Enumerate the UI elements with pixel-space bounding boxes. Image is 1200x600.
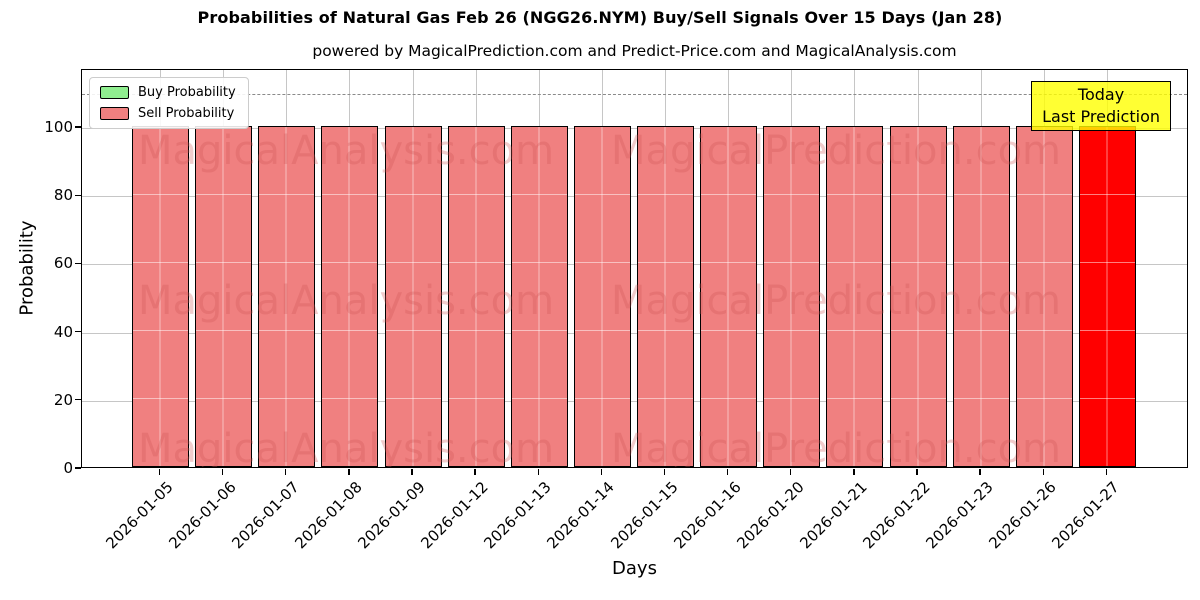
bar-2026-01-26 xyxy=(1015,126,1073,467)
y-gridline xyxy=(82,332,1187,334)
x-tick-mark xyxy=(158,469,161,475)
x-tick-mark xyxy=(221,469,224,475)
bar-2026-01-07 xyxy=(258,126,316,467)
x-tick-mark xyxy=(916,469,918,475)
legend-swatch-icon xyxy=(100,107,129,120)
y-tick-mark xyxy=(74,330,81,333)
bar-2026-01-20 xyxy=(763,126,821,467)
y-tick-label: 100 xyxy=(44,117,73,136)
chart-title: Probabilities of Natural Gas Feb 26 (NGG… xyxy=(197,8,1003,27)
bar-2026-01-09 xyxy=(384,126,442,467)
x-tick-mark xyxy=(726,469,729,475)
bar-2026-01-06 xyxy=(195,126,253,467)
x-tick-mark xyxy=(663,469,666,475)
legend: Buy Probability Sell Probability xyxy=(89,77,249,129)
x-tick-mark xyxy=(411,469,413,475)
y-tick-label: 60 xyxy=(53,254,73,273)
y-tick-label: 0 xyxy=(63,459,73,477)
bar-2026-01-22 xyxy=(889,126,947,467)
legend-swatch-icon xyxy=(100,86,129,99)
y-tick-mark xyxy=(74,467,81,469)
bar-2026-01-15 xyxy=(637,126,694,467)
legend-item: Sell Probability xyxy=(100,106,236,121)
y-gridline xyxy=(82,264,1187,266)
x-tick-mark xyxy=(537,469,539,475)
y-axis-label: Probability xyxy=(16,220,38,316)
annotation-line-2: Last Prediction xyxy=(1042,107,1160,126)
dashed-threshold-line xyxy=(82,93,1187,95)
x-tick-mark xyxy=(979,469,981,475)
y-tick-label: 40 xyxy=(53,322,73,341)
y-gridline xyxy=(82,400,1187,402)
x-tick-mark xyxy=(1042,469,1044,475)
x-tick-mark xyxy=(790,469,792,475)
bar-2026-01-16 xyxy=(700,126,758,467)
bar-2026-01-05 xyxy=(132,126,189,467)
x-axis-label: Days xyxy=(612,558,657,579)
chart-subtitle: powered by MagicalPrediction.com and Pre… xyxy=(312,42,957,60)
x-tick-mark xyxy=(1105,469,1108,475)
y-tick-mark xyxy=(74,126,81,128)
y-tick-mark xyxy=(74,262,81,265)
bar-2026-01-12 xyxy=(447,126,505,467)
bar-2026-01-27 xyxy=(1078,126,1136,467)
legend-item: Buy Probability xyxy=(100,85,236,100)
y-tick-label: 80 xyxy=(53,186,73,205)
x-tick-mark xyxy=(474,469,476,475)
bar-2026-01-08 xyxy=(321,126,379,467)
bar-2026-01-23 xyxy=(952,126,1010,467)
x-tick-mark xyxy=(285,469,287,475)
x-tick-mark xyxy=(853,469,855,475)
today-annotation: Today Last Prediction xyxy=(1031,81,1171,131)
y-gridline xyxy=(82,196,1187,198)
y-tick-label: 20 xyxy=(53,390,73,409)
y-gridline xyxy=(82,127,1187,129)
bar-2026-01-14 xyxy=(573,126,631,467)
legend-item-label: Buy Probability xyxy=(138,85,236,100)
legend-item-label: Sell Probability xyxy=(138,106,235,121)
bar-2026-01-13 xyxy=(510,126,568,467)
plot-area: Buy Probability Sell Probability Today La… xyxy=(81,69,1188,468)
annotation-line-1: Today xyxy=(1077,85,1125,104)
y-tick-mark xyxy=(74,194,81,196)
y-tick-mark xyxy=(74,399,81,401)
bar-2026-01-21 xyxy=(826,126,884,467)
x-tick-mark xyxy=(348,469,350,475)
x-tick-mark xyxy=(600,469,603,475)
